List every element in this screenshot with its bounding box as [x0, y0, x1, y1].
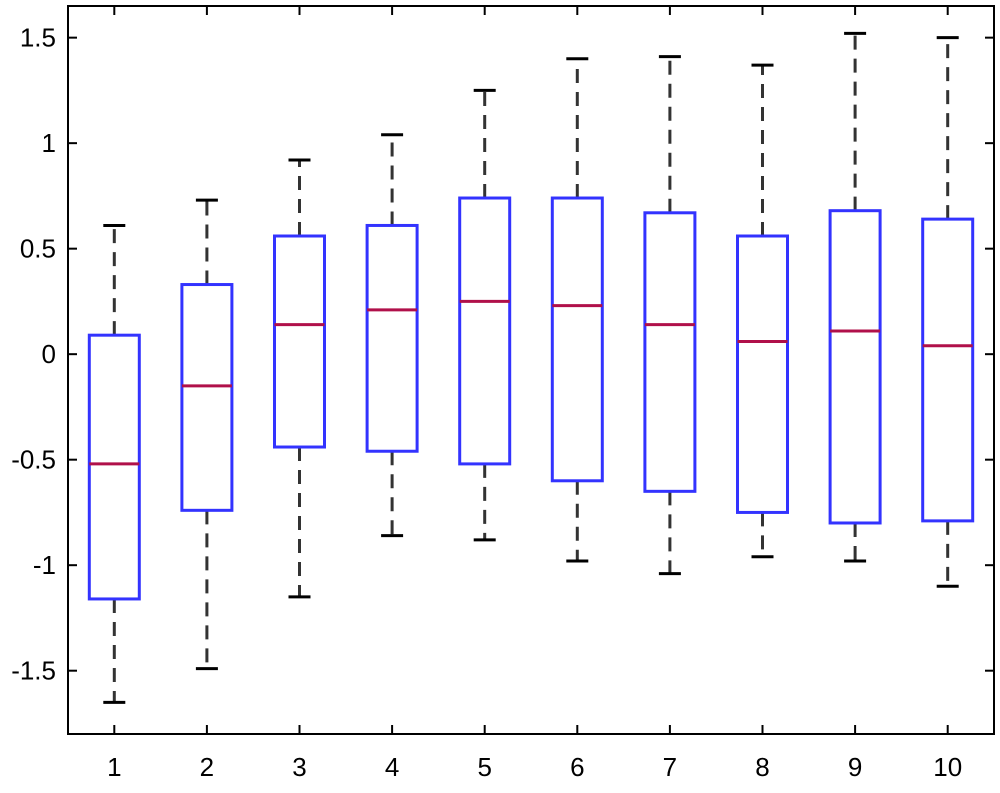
box-2 — [180, 198, 234, 671]
x-axis: 1 2 3 4 5 6 7 8 9 10 — [107, 6, 962, 782]
interquartile-box — [921, 217, 975, 523]
interquartile-box — [550, 196, 604, 483]
box-10 — [921, 36, 975, 588]
box-9 — [828, 31, 882, 563]
y-tick-label: -1.5 — [11, 656, 56, 686]
box-5 — [458, 88, 512, 542]
box-8 — [736, 63, 789, 559]
x-tick-label: 5 — [477, 752, 491, 782]
y-tick-label: -0.5 — [11, 445, 56, 475]
interquartile-box — [273, 234, 326, 449]
x-tick-label: 7 — [663, 752, 677, 782]
plot-area — [67, 5, 995, 735]
interquartile-box — [458, 196, 512, 466]
interquartile-box — [365, 223, 419, 453]
box-1 — [87, 223, 141, 704]
y-tick-label: -1 — [33, 550, 56, 580]
y-tick-label: 0.5 — [20, 234, 56, 264]
interquartile-box — [736, 234, 789, 514]
x-tick-label: 3 — [292, 752, 306, 782]
x-tick-label: 6 — [570, 752, 584, 782]
x-tick-label: 2 — [200, 752, 214, 782]
box-7 — [643, 55, 697, 576]
x-tick-label: 4 — [385, 752, 399, 782]
x-tick-label: 9 — [848, 752, 862, 782]
interquartile-box — [180, 283, 234, 512]
x-tick-label: 8 — [755, 752, 769, 782]
box-4 — [365, 133, 419, 538]
y-tick-label: 0 — [42, 339, 56, 369]
box-6 — [550, 57, 604, 563]
box-3 — [273, 158, 326, 599]
x-tick-label: 10 — [933, 752, 962, 782]
interquartile-box — [828, 209, 882, 525]
y-axis: -1.5 -1 -0.5 0 0.5 1 1.5 — [11, 23, 994, 686]
y-tick-label: 1 — [42, 128, 56, 158]
boxes-group — [87, 31, 975, 704]
interquartile-box — [643, 211, 697, 493]
x-tick-label: 1 — [107, 752, 121, 782]
y-tick-label: 1.5 — [20, 23, 56, 53]
interquartile-box — [87, 333, 141, 601]
